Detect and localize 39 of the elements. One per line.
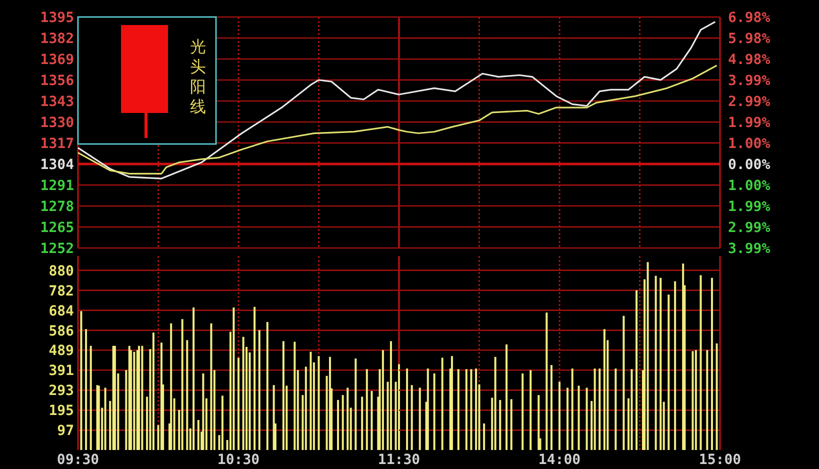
y-tick-label: 880 <box>48 263 74 280</box>
y2-tick-label: 4.98% <box>728 52 771 68</box>
y-tick-label: 195 <box>48 403 74 420</box>
y2-tick-label: 3.99% <box>728 72 771 89</box>
y-tick-label: 97 <box>57 423 74 440</box>
x-tick-label: 10:30 <box>217 452 260 468</box>
y-tick-label: 1382 <box>40 31 74 47</box>
y-tick-label: 1291 <box>40 178 74 194</box>
y-tick-label: 782 <box>48 283 74 300</box>
y2-tick-label: 1.00% <box>728 136 771 152</box>
y-tick-label: 489 <box>48 343 74 360</box>
y-tick-label: 1395 <box>40 10 74 26</box>
x-tick-label: 15:00 <box>698 452 742 468</box>
y-tick-label: 1330 <box>40 115 74 131</box>
x-tick-label: 09:30 <box>56 452 100 468</box>
annotation: 光头阳线 <box>190 37 206 116</box>
y2-tick-label: 1.99% <box>728 198 771 215</box>
y-tick-label: 391 <box>48 363 74 380</box>
y2-tick-label: 1.00% <box>728 178 771 194</box>
y-tick-label: 684 <box>48 303 74 320</box>
y-tick-label: 1317 <box>40 136 74 152</box>
y-tick-label: 1356 <box>40 73 74 89</box>
y2-tick-label: 3.99% <box>728 241 771 257</box>
x-tick-label: 14:00 <box>538 452 581 468</box>
y-tick-label: 586 <box>48 323 74 340</box>
y2-tick-label: 5.98% <box>728 31 771 48</box>
y2-tick-label: 1.99% <box>728 115 771 132</box>
y2-tick-label: 2.99% <box>728 220 771 236</box>
y-tick-label: 1369 <box>40 52 74 68</box>
x-tick-label: 11:30 <box>378 452 420 468</box>
y-tick-label: 1343 <box>40 94 74 110</box>
y-tick-label: 1278 <box>40 199 74 215</box>
y-tick-label: 1252 <box>40 241 74 257</box>
y-tick-label: 1304 <box>40 157 74 173</box>
y2-tick-label: 6.98% <box>728 10 771 26</box>
y-tick-label: 293 <box>48 383 74 400</box>
y2-tick-label: 0.00% <box>728 156 771 173</box>
y-tick-label: 1265 <box>40 220 74 236</box>
y2-tick-label: 2.99% <box>728 94 771 110</box>
